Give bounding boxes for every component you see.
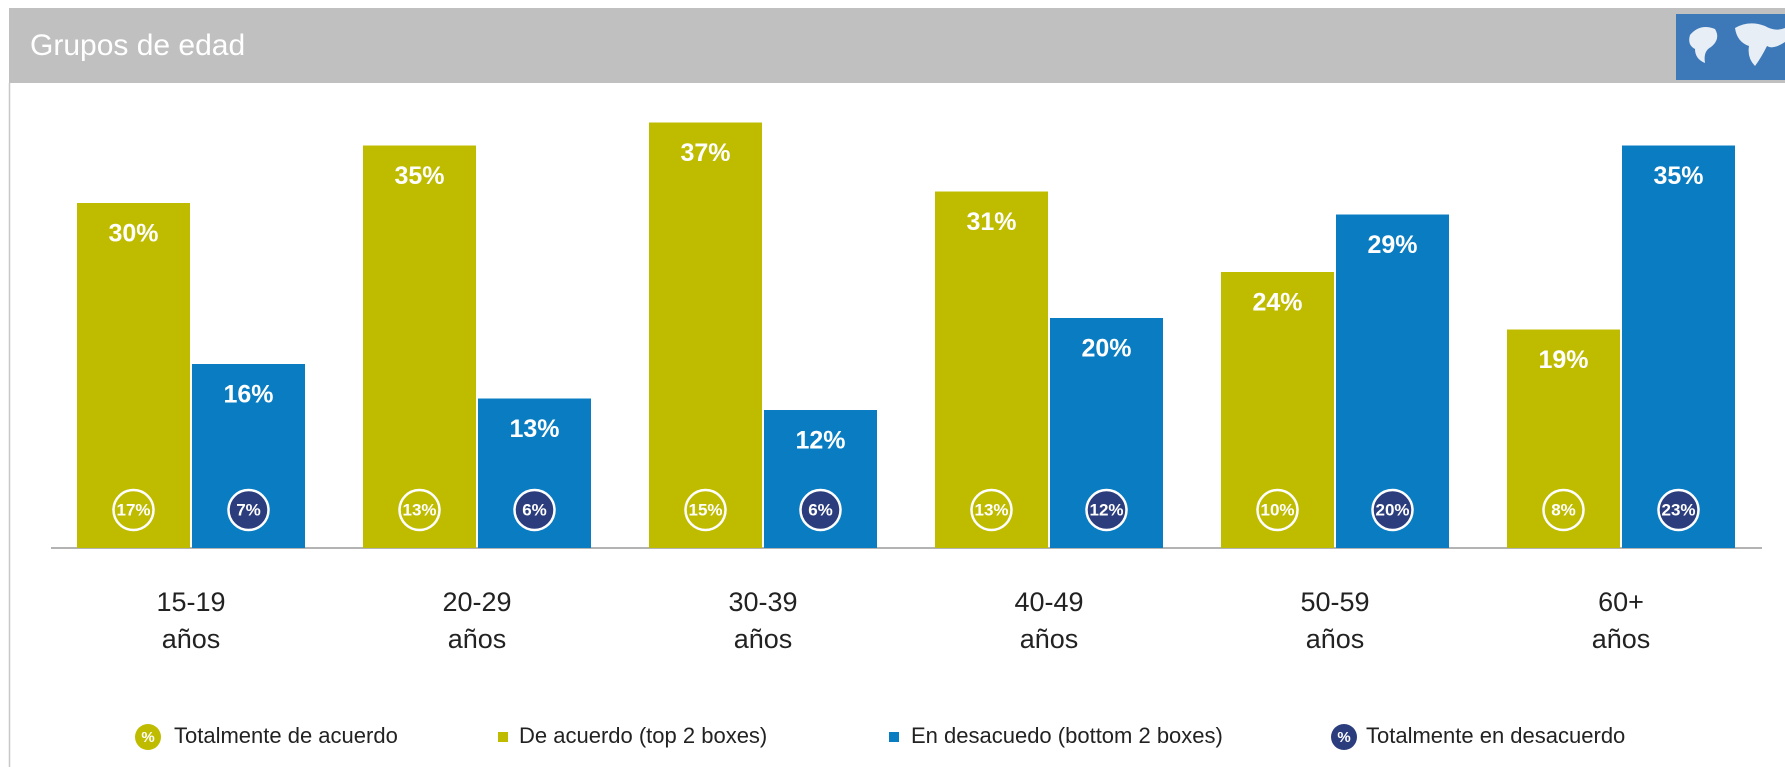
legend-label: En desacuedo (bottom 2 boxes) (911, 723, 1223, 748)
legend-label: Totalmente de acuerdo (174, 723, 398, 748)
circle-label: 7% (236, 500, 261, 519)
circle-label: 17% (116, 500, 150, 519)
circle-label: 8% (1551, 500, 1576, 519)
circle-label: 20% (1375, 500, 1409, 519)
x-tick-label: 15-19 años (151, 584, 231, 658)
legend-label: Totalmente en desacuerdo (1366, 723, 1625, 748)
circle-label: 12% (1089, 500, 1123, 519)
value-label: 30% (108, 220, 158, 248)
x-tick-label: 40-49 años (1009, 584, 1089, 658)
value-label: 12% (795, 427, 845, 455)
x-tick-label: 60+ años (1581, 584, 1661, 658)
value-label: 35% (1653, 162, 1703, 190)
value-label: 13% (509, 415, 559, 443)
chart: Grupos de edad 30% 17% 16% 7% 35% 13% 13% 6% 37%… (0, 0, 1785, 767)
circle-label: 23% (1661, 500, 1695, 519)
circle-label: 13% (402, 500, 436, 519)
value-label: 19% (1538, 346, 1588, 374)
value-label: 29% (1367, 231, 1417, 259)
legend-symbol: % (141, 729, 154, 746)
bar (649, 123, 762, 549)
circle-label: 13% (974, 500, 1008, 519)
bar (1622, 146, 1735, 549)
legend-symbol: % (1337, 729, 1350, 746)
world-icon (1676, 14, 1785, 80)
legend-marker (498, 732, 508, 742)
value-label: 16% (223, 381, 273, 409)
circle-label: 10% (1260, 500, 1294, 519)
value-label: 35% (394, 162, 444, 190)
legend-marker (889, 732, 899, 742)
value-label: 20% (1081, 335, 1131, 363)
bar (363, 146, 476, 549)
circle-label: 15% (688, 500, 722, 519)
header-bar (9, 8, 1785, 83)
value-label: 24% (1252, 289, 1302, 317)
circle-label: 6% (808, 500, 833, 519)
value-label: 31% (966, 208, 1016, 236)
x-tick-label: 30-39 años (723, 584, 803, 658)
circle-label: 6% (522, 500, 547, 519)
x-tick-label: 20-29 años (437, 584, 517, 658)
legend-label: De acuerdo (top 2 boxes) (519, 723, 767, 748)
page: Grupos de edad 30% 17% 16% 7% 35% 13% 13% 6% 37%… (0, 0, 1785, 767)
chart-title: Grupos de edad (30, 29, 245, 62)
x-tick-label: 50-59 años (1295, 584, 1375, 658)
value-label: 37% (680, 139, 730, 167)
